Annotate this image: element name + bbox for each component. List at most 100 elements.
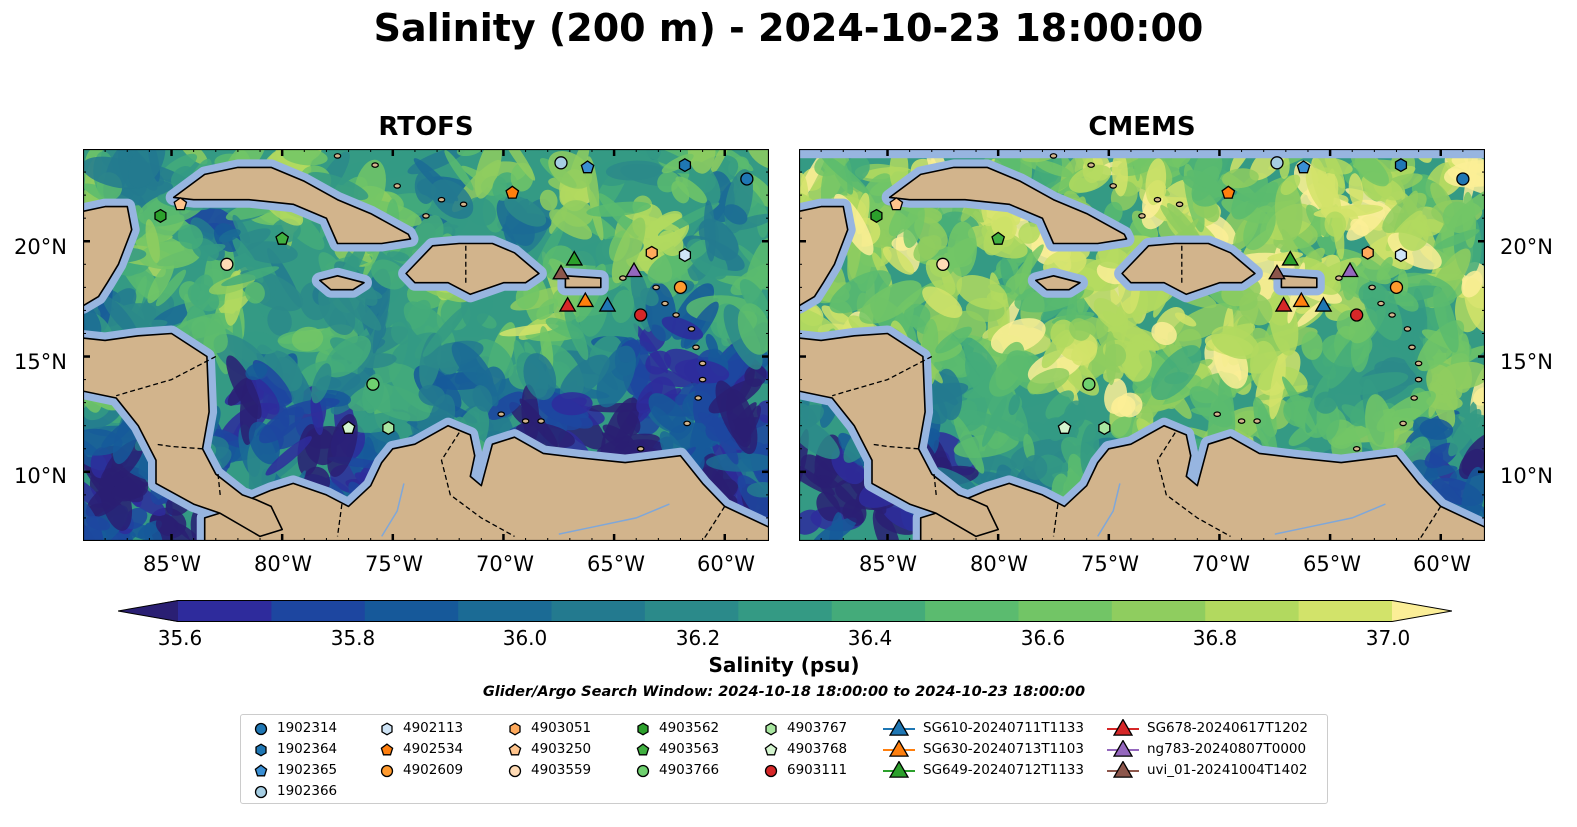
salinity-patch — [307, 172, 369, 201]
river — [1274, 503, 1386, 535]
glider-marker-sg610-20240711t1133 — [598, 296, 617, 312]
glider-marker-ng783-20240807t0000 — [625, 261, 643, 278]
salinity-patch — [559, 354, 610, 400]
salinity-patch — [703, 200, 716, 262]
legend-label: SG610-20240711T1133 — [923, 720, 1084, 736]
island — [636, 445, 645, 452]
salinity-patch — [933, 467, 980, 497]
salinity-patch — [1363, 281, 1403, 341]
colorbar-segment — [925, 600, 1020, 622]
salinity-patch — [1174, 312, 1197, 327]
salinity-patch — [128, 149, 166, 188]
salinity-patch — [1348, 173, 1364, 208]
salinity-patch — [586, 201, 652, 217]
salinity-patch — [645, 350, 672, 375]
legend-item: 4902609 — [379, 760, 463, 780]
colorbar-tick: 36.8 — [1192, 626, 1238, 650]
argo-float-marker-4903559 — [936, 257, 950, 271]
island — [1138, 213, 1146, 219]
lat-label: 10°N — [14, 464, 67, 488]
salinity-patch — [1231, 172, 1268, 220]
colorbar-tick: 35.8 — [330, 626, 376, 650]
argo-float-marker-4902609 — [1389, 280, 1404, 295]
salinity-patch — [364, 384, 431, 422]
legend-marker — [254, 764, 268, 777]
argo-float-marker-4903767 — [382, 420, 395, 436]
colorbar-extend-high — [1392, 600, 1452, 622]
legend: 1902314 1902364 1902365 1902366 4902113 49025… — [240, 714, 1328, 804]
land-jamaica — [1035, 275, 1081, 291]
salinity-patch — [956, 275, 1008, 310]
colorbar-segment — [1111, 600, 1206, 622]
colorbar-label: Salinity (psu) — [708, 653, 860, 677]
island — [422, 213, 430, 219]
legend-marker — [1112, 761, 1134, 778]
salinity-patch — [391, 319, 413, 345]
colorbar-outline — [118, 600, 1452, 622]
legend-item: SG678-20240617T1202 — [1107, 718, 1308, 738]
salinity-patch — [232, 214, 251, 244]
map-panel-cmems[interactable] — [799, 149, 1485, 541]
island — [683, 420, 691, 427]
salinity-patch — [1035, 160, 1073, 178]
salinity-patch — [953, 415, 985, 474]
legend-symbol — [883, 719, 915, 736]
lat-label: 20°N — [1500, 235, 1553, 259]
legend-item: 1902314 — [253, 718, 337, 738]
island — [672, 312, 680, 318]
salinity-patch — [739, 279, 769, 318]
island — [371, 162, 379, 168]
argo-float-marker-4903766 — [1082, 377, 1096, 391]
colorbar-segment — [551, 600, 646, 622]
salinity-patch — [246, 376, 280, 415]
legend-symbol — [636, 764, 650, 778]
glider-marker-uvi_01-20241004t1402 — [552, 264, 570, 280]
legend-label: 4903051 — [531, 720, 592, 736]
colorbar-tick: 36.6 — [1020, 626, 1066, 650]
panel-title-rtofs: RTOFS — [378, 112, 474, 142]
argo-float-marker-4903767 — [1098, 420, 1111, 436]
salinity-patch — [245, 362, 268, 381]
salinity-patch — [708, 149, 754, 172]
legend-symbol — [509, 722, 521, 736]
salinity-patch — [611, 217, 646, 284]
salinity-patch — [1419, 418, 1454, 440]
legend-symbol — [255, 743, 267, 757]
legend-symbol — [380, 743, 394, 756]
salinity-patch — [647, 251, 690, 284]
colorbar-segment — [271, 600, 366, 622]
salinity-patch — [259, 406, 305, 444]
country-border — [155, 443, 203, 450]
salinity-patch — [1350, 149, 1389, 187]
map-panel-rtofs[interactable] — [83, 149, 769, 541]
salinity-patch — [444, 149, 474, 191]
island — [1175, 201, 1184, 208]
argo-float-marker-4903563 — [275, 231, 290, 245]
legend-symbol — [883, 740, 915, 757]
island — [1414, 360, 1423, 367]
legend-item: 4903768 — [763, 739, 847, 759]
argo-float-marker-1902366 — [1270, 156, 1284, 170]
island — [1109, 183, 1118, 189]
salinity-patch — [1376, 390, 1436, 432]
argo-float-marker-4903051 — [1361, 245, 1374, 260]
salinity-patch — [1305, 167, 1342, 218]
glider-marker-sg649-20240712t1133 — [1281, 250, 1300, 266]
country-border — [702, 506, 726, 541]
lon-label: 60°W — [1413, 552, 1471, 576]
island — [652, 284, 660, 291]
salinity-patch — [273, 416, 319, 450]
salinity-patch — [685, 239, 710, 260]
legend-marker — [888, 761, 910, 778]
salinity-patch — [1473, 387, 1485, 406]
salinity-patch — [1306, 204, 1331, 237]
glider-marker-sg610-20240711t1133 — [1314, 296, 1333, 312]
salinity-patch — [1069, 318, 1091, 341]
legend-symbol — [764, 764, 778, 778]
salinity-patch — [1105, 331, 1117, 386]
island — [1087, 162, 1095, 168]
lon-label: 80°W — [254, 552, 312, 576]
salinity-patch — [297, 424, 321, 477]
legend-label: 1902314 — [277, 720, 338, 736]
salinity-patch — [1461, 270, 1483, 298]
